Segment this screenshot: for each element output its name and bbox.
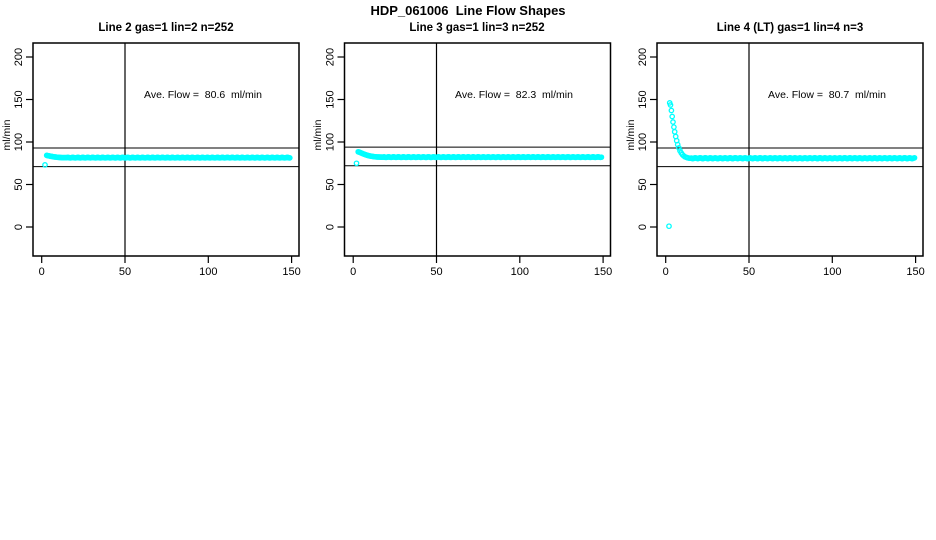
y-tick-label: 100 bbox=[13, 133, 25, 151]
data-point bbox=[62, 154, 69, 161]
x-tick-label: 0 bbox=[39, 266, 45, 278]
x-tick-label: 100 bbox=[511, 266, 529, 278]
data-point bbox=[286, 155, 293, 161]
data-point bbox=[42, 162, 48, 168]
panel-3-title: Line 4 (LT) gas=1 lin=4 n=3 bbox=[716, 22, 864, 34]
y-tick-label: 50 bbox=[325, 178, 337, 190]
y-tick-label: 150 bbox=[13, 90, 25, 108]
y-tick-label: 0 bbox=[325, 224, 337, 230]
data-point bbox=[380, 154, 387, 160]
panel-1-title: Line 2 gas=1 lin=2 n=252 bbox=[98, 22, 234, 34]
data-point bbox=[674, 141, 681, 148]
panel-2-title: Line 3 gas=1 lin=3 n=252 bbox=[409, 22, 545, 34]
x-tick-label: 150 bbox=[594, 266, 612, 278]
y-tick-label: 100 bbox=[637, 133, 649, 151]
page-title: HDP_061006 Line Flow Shapes bbox=[370, 3, 566, 18]
y-tick-label: 0 bbox=[637, 224, 649, 230]
plot-frame bbox=[32, 42, 300, 257]
data-point bbox=[671, 124, 677, 130]
data-point bbox=[671, 128, 678, 135]
data-point bbox=[666, 223, 672, 230]
y-tick-label: 200 bbox=[325, 48, 337, 66]
panel-1-y-axis-title: ml/min bbox=[1, 119, 13, 151]
y-tick-label: 150 bbox=[637, 90, 649, 108]
data-point bbox=[670, 119, 676, 125]
x-tick-label: 150 bbox=[906, 266, 924, 278]
data-point bbox=[598, 154, 605, 161]
data-point bbox=[668, 107, 675, 114]
x-tick-label: 0 bbox=[350, 266, 356, 278]
y-tick-label: 50 bbox=[637, 178, 649, 190]
panel-1-ave-flow-annotation: Ave. Flow = 80.6 ml/min bbox=[144, 89, 262, 101]
y-tick-label: 0 bbox=[13, 224, 25, 230]
x-tick-label: 150 bbox=[282, 266, 300, 278]
x-tick-label: 50 bbox=[743, 266, 755, 278]
panel-2-y-axis-title: ml/min bbox=[312, 119, 324, 151]
flow-charts-canvas: 0 50 100 150 200 0 50 100 150 0 50 100 150 200 0 50 100 1… bbox=[13, 42, 925, 278]
x-tick-label: 0 bbox=[663, 266, 669, 278]
data-point bbox=[676, 145, 682, 151]
plot-frame bbox=[656, 42, 924, 257]
panel-3-ave-flow-annotation: Ave. Flow = 80.7 ml/min bbox=[768, 89, 886, 101]
x-tick-label: 100 bbox=[823, 266, 841, 278]
data-point bbox=[353, 160, 360, 167]
data-point bbox=[669, 113, 676, 120]
data-point bbox=[687, 155, 694, 162]
data-point bbox=[911, 154, 918, 161]
panel-3-y-axis-title: ml/min bbox=[625, 119, 637, 151]
x-tick-label: 100 bbox=[199, 266, 217, 278]
panel-2-ave-flow-annotation: Ave. Flow = 82.3 ml/min bbox=[455, 89, 573, 101]
y-tick-label: 50 bbox=[13, 178, 25, 190]
y-tick-label: 200 bbox=[637, 48, 649, 66]
x-tick-label: 50 bbox=[430, 266, 442, 278]
y-tick-label: 100 bbox=[325, 133, 337, 151]
y-tick-label: 200 bbox=[13, 48, 25, 66]
plot-frame bbox=[343, 42, 612, 257]
data-point bbox=[667, 102, 674, 108]
y-tick-label: 150 bbox=[325, 90, 337, 108]
x-tick-label: 50 bbox=[119, 266, 131, 278]
